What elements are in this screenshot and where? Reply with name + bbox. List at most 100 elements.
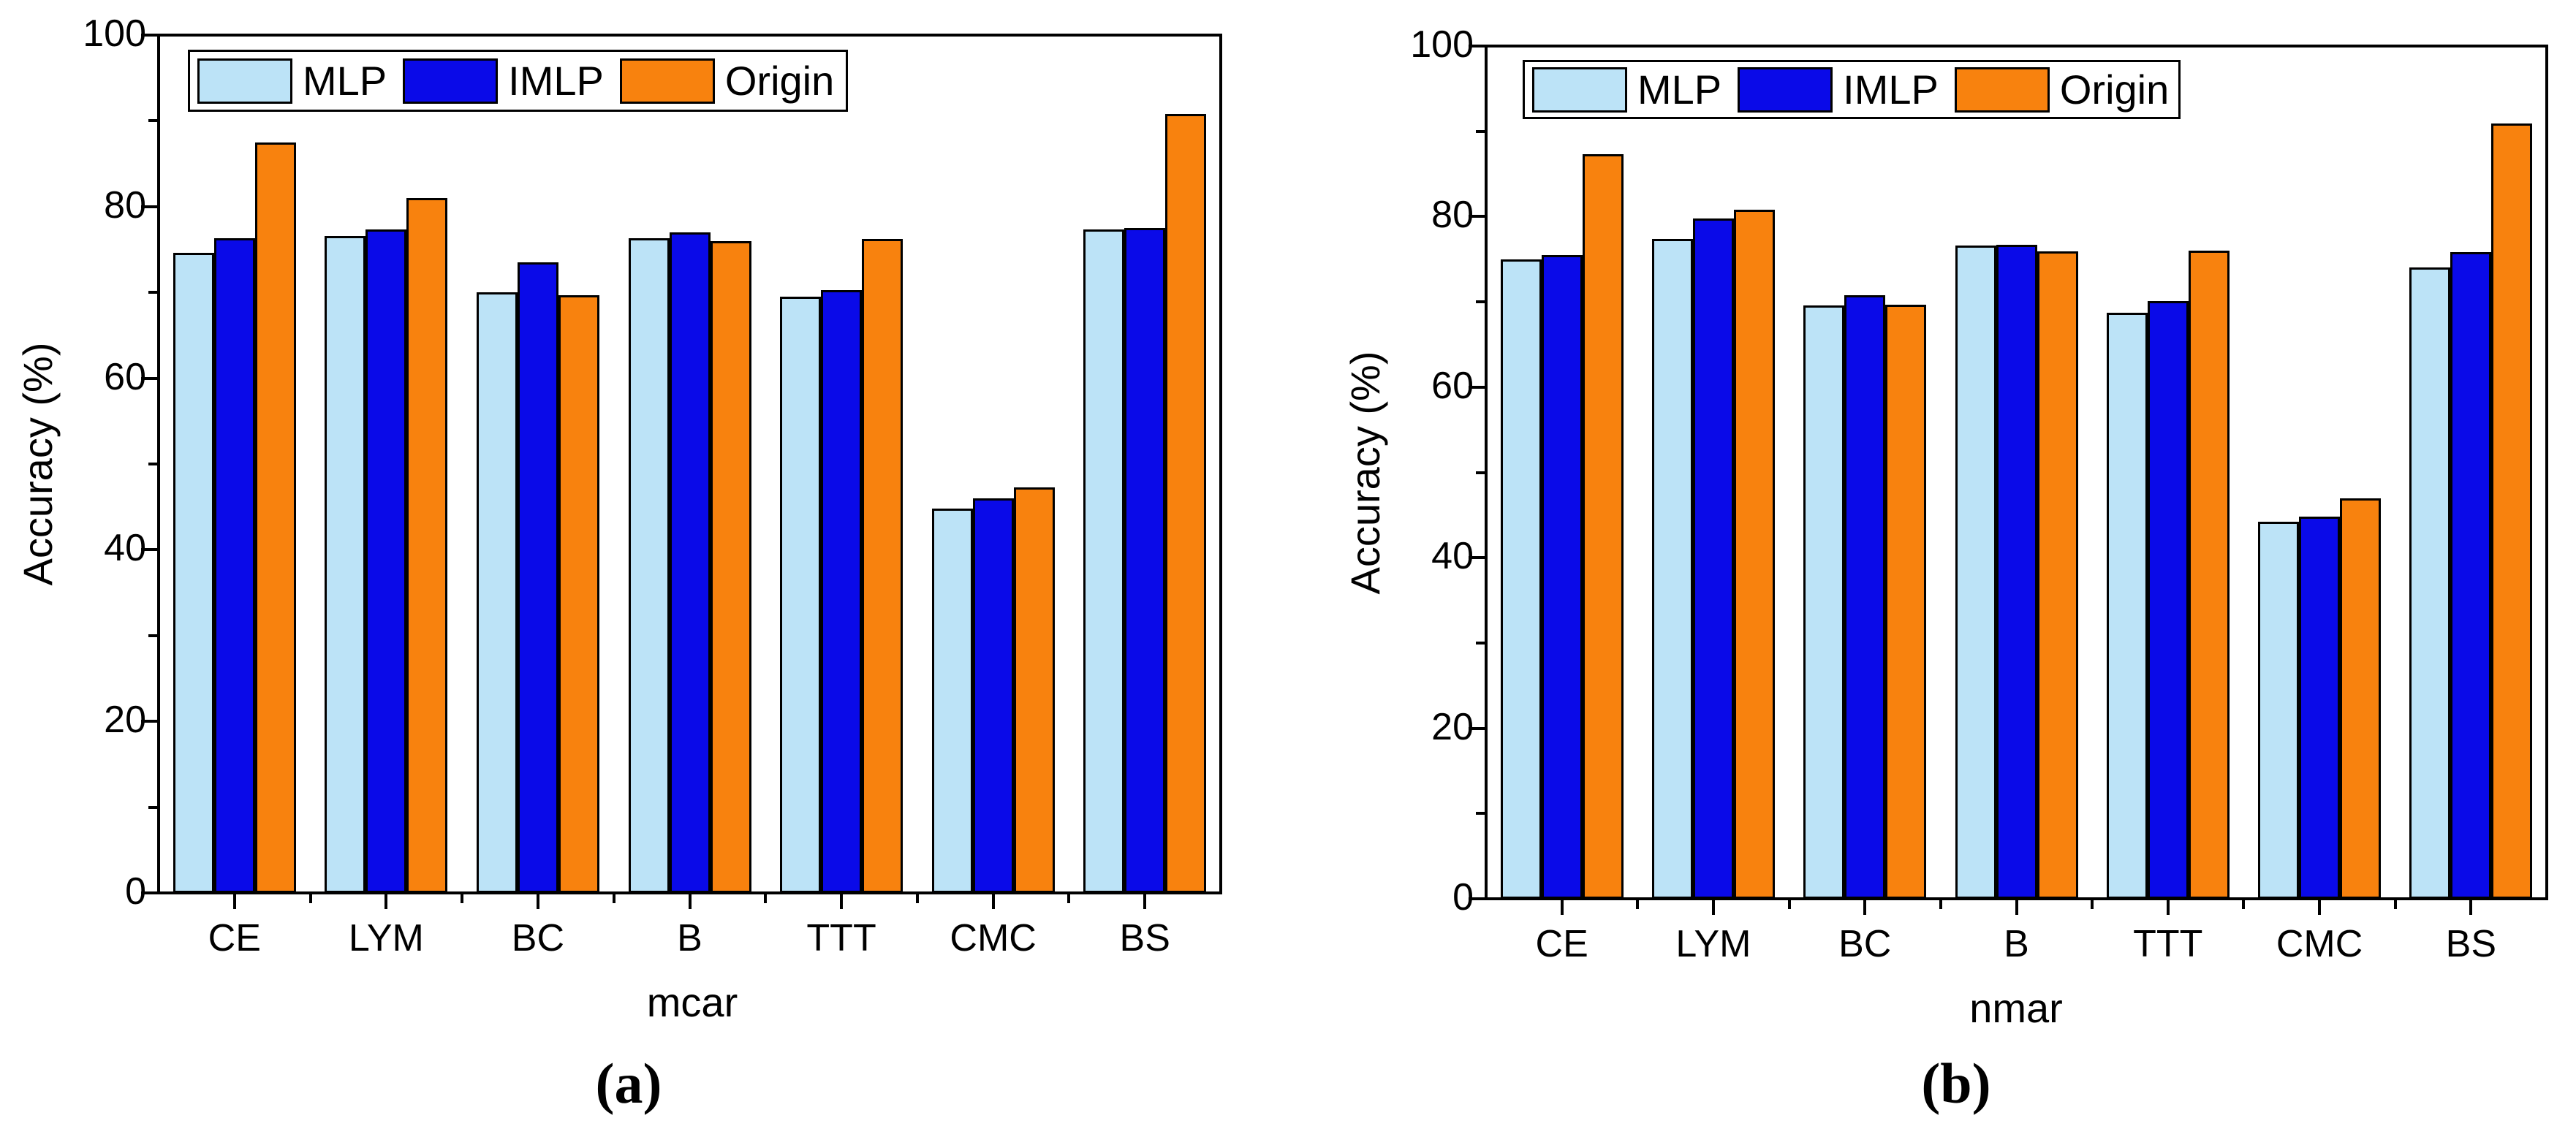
legend-item-imlp: IMLP — [403, 58, 604, 104]
legend-item-mlp: MLP — [197, 58, 387, 104]
bar-mlp-bs — [1083, 229, 1125, 893]
x-minor-tick — [461, 893, 464, 903]
x-tick-label: BC — [1838, 923, 1892, 965]
y-major-tick — [141, 34, 159, 37]
x-tick-label: TTT — [806, 917, 876, 959]
x-minor-tick — [2242, 899, 2246, 909]
y-minor-tick — [148, 805, 159, 809]
bar-mlp-b — [1955, 246, 1996, 899]
x-tick-label: CE — [1535, 923, 1588, 965]
y-minor-tick — [148, 463, 159, 465]
legend-swatch-imlp — [1738, 66, 1833, 113]
y-major-tick — [141, 376, 159, 380]
x-minor-tick — [308, 893, 312, 903]
x-major-tick — [840, 893, 844, 909]
y-major-tick — [1469, 215, 1486, 218]
bar-imlp-ce — [1541, 254, 1583, 899]
legend-label: IMLP — [1843, 66, 1939, 113]
bar-mlp-bc — [476, 292, 518, 893]
x-tick-label: LYM — [348, 917, 424, 959]
x-major-tick — [536, 893, 539, 909]
bar-mlp-ttt — [2106, 313, 2148, 899]
bar-mlp-bs — [2409, 267, 2451, 899]
legend-item-origin: Origin — [1954, 66, 2170, 113]
x-minor-tick — [1787, 899, 1791, 909]
bar-imlp-lym — [365, 229, 407, 893]
y-tick-label: 60 — [104, 355, 146, 398]
y-major-tick — [141, 205, 159, 208]
bar-origin-bc — [558, 294, 599, 893]
x-tick-label: CMC — [2276, 923, 2363, 965]
y-tick-label: 0 — [125, 870, 146, 913]
y-tick-label: 20 — [104, 699, 146, 742]
bar-origin-bc — [1885, 304, 1927, 899]
x-minor-tick — [2393, 899, 2397, 909]
y-minor-tick — [148, 291, 159, 294]
y-tick-label: 80 — [1431, 194, 1474, 237]
x-axis-title-a: mcar — [646, 979, 738, 1025]
y-tick-label: 60 — [1431, 364, 1474, 407]
x-tick-label: CE — [208, 917, 261, 959]
bar-imlp-b — [669, 232, 711, 893]
bar-imlp-cmc — [2299, 517, 2341, 899]
x-major-tick — [2166, 899, 2170, 915]
panel-caption-b: (b) — [1921, 1052, 1991, 1115]
bar-origin-lym — [1733, 210, 1775, 899]
bar-imlp-bs — [1124, 228, 1166, 893]
bar-mlp-ce — [1500, 259, 1542, 899]
bar-origin-b — [2037, 251, 2078, 899]
legend-swatch-imlp — [403, 58, 499, 104]
y-major-tick — [1469, 556, 1486, 560]
y-major-tick — [1469, 897, 1486, 900]
x-tick-label: BS — [1119, 917, 1170, 959]
legend-swatch-origin — [619, 58, 715, 104]
x-minor-tick — [1067, 893, 1071, 903]
legend-item-mlp: MLP — [1532, 66, 1722, 113]
x-tick-label: B — [677, 917, 702, 959]
y-minor-tick — [148, 119, 159, 123]
bar-imlp-ttt — [821, 289, 863, 893]
x-major-tick — [1863, 899, 1867, 915]
y-minor-tick — [1476, 300, 1486, 304]
bar-origin-ttt — [862, 239, 904, 893]
y-minor-tick — [148, 634, 159, 637]
legend-label: Origin — [2059, 66, 2170, 113]
y-tick-label: 20 — [1431, 705, 1474, 748]
bar-mlp-lym — [1651, 238, 1693, 899]
x-axis-title-b: nmar — [1969, 985, 2063, 1031]
legend-label: MLP — [1637, 66, 1722, 113]
bar-imlp-cmc — [972, 498, 1014, 893]
y-major-tick — [1469, 385, 1486, 389]
bar-mlp-cmc — [931, 509, 973, 893]
y-minor-tick — [1476, 129, 1486, 133]
x-major-tick — [1560, 899, 1564, 915]
bar-mlp-ttt — [780, 297, 822, 893]
bar-origin-cmc — [1013, 487, 1055, 893]
legend-b: MLP IMLP Origin — [1523, 60, 2181, 119]
bar-imlp-bc — [517, 262, 558, 893]
legend-label: MLP — [303, 57, 387, 104]
x-major-tick — [688, 893, 692, 909]
x-tick-label: CMC — [950, 917, 1037, 959]
x-major-tick — [232, 893, 236, 909]
x-minor-tick — [612, 893, 615, 903]
bar-imlp-ttt — [2147, 300, 2189, 899]
x-major-tick — [1711, 899, 1715, 915]
legend-item-imlp: IMLP — [1738, 66, 1939, 113]
y-major-tick — [141, 720, 159, 723]
bar-imlp-bc — [1844, 294, 1886, 899]
x-tick-label: BS — [2445, 923, 2497, 965]
y-tick-label: 40 — [1431, 535, 1474, 578]
x-tick-label: B — [2004, 923, 2029, 965]
y-major-tick — [141, 548, 159, 552]
bar-mlp-lym — [325, 235, 366, 893]
bar-mlp-b — [628, 238, 670, 893]
bar-imlp-b — [1996, 244, 2037, 899]
x-tick-label: BC — [511, 917, 565, 959]
y-major-tick — [1469, 45, 1486, 47]
x-minor-tick — [764, 893, 768, 903]
bar-mlp-cmc — [2258, 522, 2300, 899]
bar-imlp-bs — [2450, 252, 2492, 899]
bar-origin-ttt — [2188, 251, 2230, 899]
panel-caption-a: (a) — [595, 1052, 662, 1115]
